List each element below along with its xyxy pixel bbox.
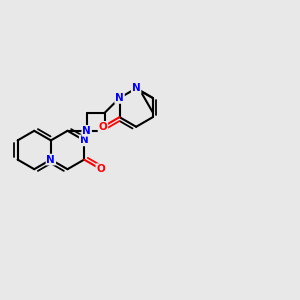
Text: O: O — [96, 164, 105, 174]
Text: N: N — [80, 135, 88, 146]
Text: N: N — [82, 126, 91, 136]
Text: O: O — [98, 122, 107, 132]
Text: N: N — [132, 83, 140, 93]
Text: N: N — [46, 154, 55, 165]
Text: N: N — [115, 93, 124, 103]
